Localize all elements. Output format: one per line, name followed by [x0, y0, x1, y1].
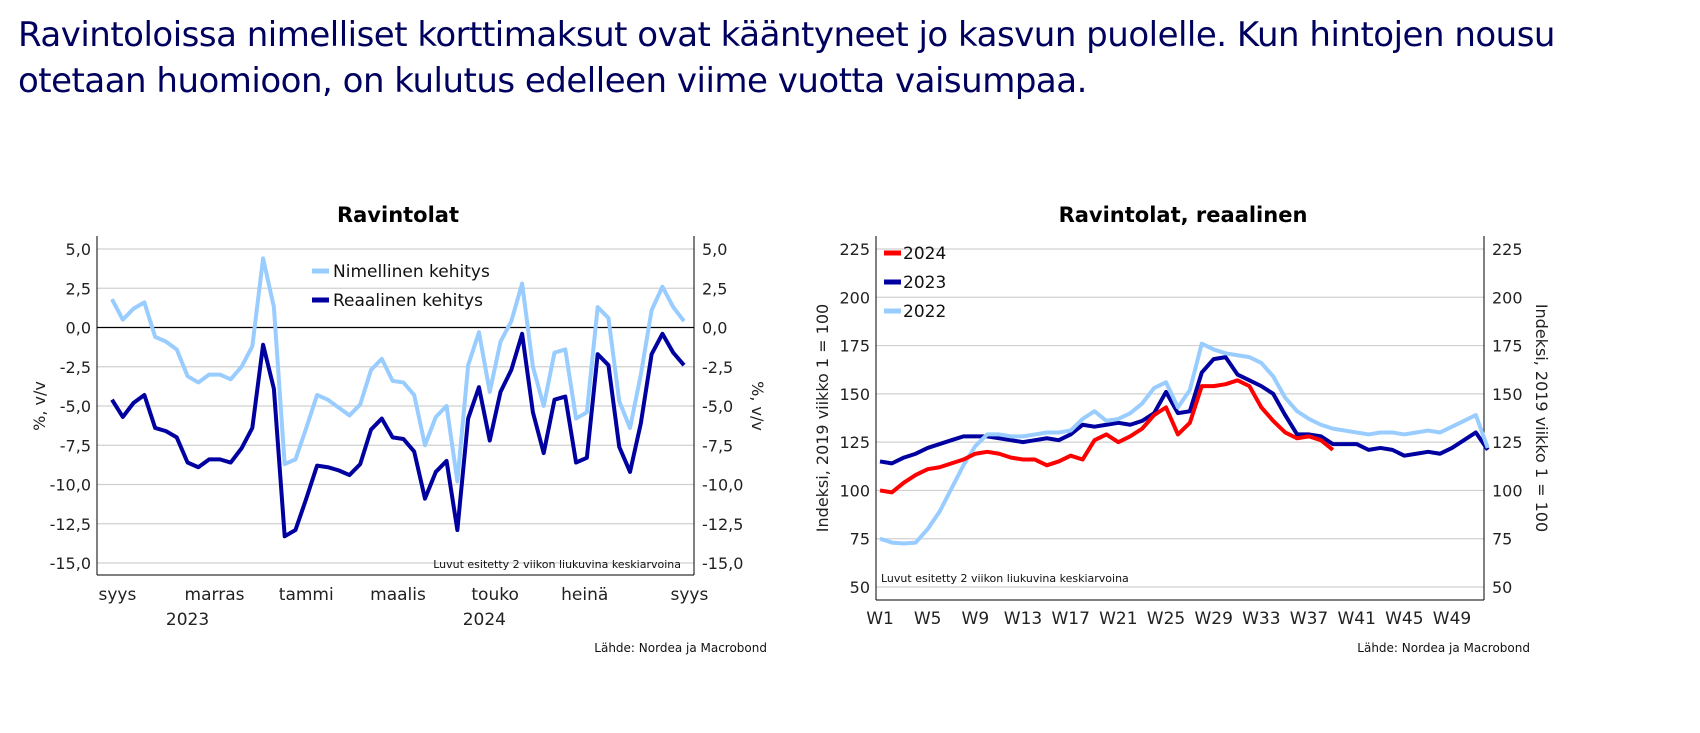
y-axis-label: Indeksi, 2019 viikko 1 = 100 [813, 304, 832, 532]
y-tick-label: 100 [839, 481, 870, 500]
source-label: Lähde: Nordea ja Macrobond [594, 641, 767, 655]
y-tick-label-right: 100 [1492, 481, 1523, 500]
x-tick-label: maalis [370, 585, 426, 605]
x-tick-label: W17 [1051, 609, 1089, 629]
y-tick-label-right: 75 [1492, 530, 1512, 549]
series-line-2022 [879, 341, 1490, 546]
legend-label: Reaalinen kehitys [333, 291, 483, 311]
x-tick-label: W37 [1290, 609, 1328, 629]
chart-title: Ravintolat, reaalinen [1059, 203, 1308, 227]
x-tick-label: touko [471, 585, 518, 605]
x-tick-label: syys [98, 585, 136, 605]
y-tick-label-right: 2,5 [702, 279, 727, 298]
x-tick-label: W25 [1147, 609, 1185, 629]
chart-note: Luvut esitetty 2 viikon liukuvina keskia… [881, 572, 1129, 585]
y-tick-label-right: 50 [1492, 578, 1512, 597]
y-tick-label: -2,5 [60, 358, 91, 377]
x-tick-label: W21 [1099, 609, 1137, 629]
y-tick-label: 200 [839, 288, 870, 307]
legend-label: Nimellinen kehitys [333, 262, 490, 282]
y-tick-label: -7,5 [60, 436, 91, 455]
y-tick-label-right: 5,0 [702, 240, 727, 259]
y-tick-label-right: -12,5 [702, 515, 743, 534]
x-tick-label: W29 [1194, 609, 1232, 629]
y-tick-label: -5,0 [60, 397, 91, 416]
x-tick-label: tammi [279, 585, 334, 605]
y-tick-label-right: 0,0 [702, 319, 727, 338]
source-label: Lähde: Nordea ja Macrobond [1357, 641, 1530, 655]
x-tick-label: W33 [1242, 609, 1280, 629]
x-tick-label: W41 [1337, 609, 1375, 629]
y-tick-label-right: 125 [1492, 433, 1523, 452]
year-label: 2024 [463, 610, 506, 630]
y-tick-label: 150 [839, 385, 870, 404]
y-tick-label: 2,5 [66, 279, 91, 298]
y-tick-label: -15,0 [50, 554, 91, 573]
y-axis-label: %, v/v [30, 381, 49, 431]
x-tick-label: syys [670, 585, 708, 605]
headline: Ravintoloissa nimelliset korttimaksut ov… [18, 15, 1555, 101]
x-tick-label: W1 [866, 609, 894, 629]
series-line-reaalinen-kehitys [110, 331, 686, 539]
y-tick-label: 0,0 [66, 319, 91, 338]
y-tick-label: 175 [839, 337, 870, 356]
x-tick-label: W13 [1004, 609, 1042, 629]
y-tick-label: 225 [839, 240, 870, 259]
y-tick-label-right: 200 [1492, 288, 1523, 307]
chart-title: Ravintolat [337, 203, 459, 227]
y-tick-label-right: -2,5 [702, 358, 733, 377]
x-tick-label: W49 [1433, 609, 1471, 629]
series-line-nimellinen-kehitys [110, 256, 686, 484]
y-tick-label-right: 150 [1492, 385, 1523, 404]
x-tick-label: marras [185, 585, 245, 605]
x-tick-label: W9 [962, 609, 990, 629]
y-tick-label-right: 225 [1492, 240, 1523, 259]
series-line-2023 [879, 355, 1490, 466]
y-tick-label: 5,0 [66, 240, 91, 259]
legend-label: 2024 [903, 244, 946, 264]
y-tick-label: 50 [850, 578, 870, 597]
y-tick-label: -10,0 [50, 476, 91, 495]
y-tick-label-right: -10,0 [702, 476, 743, 495]
y-axis-label-right: %, v/v [748, 381, 767, 431]
chart-note: Luvut esitetty 2 viikon liukuvina keskia… [433, 558, 681, 571]
legend-label: 2022 [903, 302, 946, 322]
series-line-2024 [879, 378, 1335, 495]
y-tick-label-right: -7,5 [702, 436, 733, 455]
y-tick-label-right: 175 [1492, 337, 1523, 356]
y-tick-label: -12,5 [50, 515, 91, 534]
y-tick-label-right: -15,0 [702, 554, 743, 573]
x-tick-label: W5 [914, 609, 942, 629]
y-tick-label: 75 [850, 530, 870, 549]
y-tick-label-right: -5,0 [702, 397, 733, 416]
legend-label: 2023 [903, 273, 946, 293]
x-tick-label: W45 [1385, 609, 1423, 629]
y-axis-label-right: Indeksi, 2019 viikko 1 = 100 [1532, 304, 1551, 532]
y-tick-label: 125 [839, 433, 870, 452]
x-tick-label: heinä [561, 585, 608, 605]
year-label: 2023 [166, 610, 209, 630]
